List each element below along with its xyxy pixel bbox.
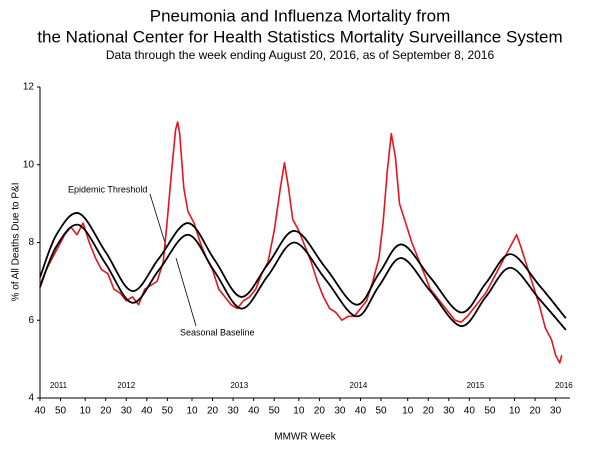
chart-subtitle: Data through the week ending August 20, … [106, 48, 495, 62]
y-tick-label: 12 [23, 82, 35, 93]
x-tick-label: 50 [55, 406, 67, 417]
year-label: 2012 [117, 381, 135, 390]
x-tick-label: 20 [207, 406, 219, 417]
y-tick-label: 4 [28, 393, 34, 404]
year-label: 2013 [230, 381, 248, 390]
x-tick-label: 30 [121, 406, 133, 417]
y-tick-label: 10 [23, 159, 35, 170]
x-tick-label: 40 [355, 406, 367, 417]
x-tick-label: 10 [509, 406, 521, 417]
x-tick-label: 30 [228, 406, 240, 417]
x-tick-label: 20 [100, 406, 112, 417]
x-tick-label: 10 [186, 406, 198, 417]
series-line [39, 212, 567, 319]
y-tick-label: 8 [28, 237, 34, 248]
annotation: Epidemic Threshold [68, 184, 147, 194]
x-tick-label: 40 [34, 406, 46, 417]
year-label: 2014 [350, 381, 368, 390]
year-label: 2011 [50, 381, 68, 390]
x-tick-label: 30 [550, 406, 562, 417]
annotation-arrow [175, 257, 197, 327]
x-tick-label: 20 [423, 406, 435, 417]
x-tick-label: 20 [530, 406, 542, 417]
x-tick-label: 10 [293, 406, 305, 417]
x-tick-label: 50 [484, 406, 496, 417]
series-line [39, 121, 563, 364]
x-tick-label: 40 [464, 406, 476, 417]
y-axis-label: % of All Deaths Due to P&I [11, 183, 22, 302]
x-tick-label: 10 [402, 406, 414, 417]
annotation-arrow [149, 193, 167, 247]
chart-title: Pneumonia and Influenza Mortality from [150, 6, 451, 25]
x-tick-label: 50 [375, 406, 387, 417]
x-axis-label: MMWR Week [274, 432, 336, 443]
year-label: 2015 [467, 381, 485, 390]
chart-title: the National Center for Health Statistic… [37, 27, 562, 46]
x-tick-label: 40 [248, 406, 260, 417]
x-tick-label: 20 [314, 406, 326, 417]
x-tick-label: 40 [141, 406, 153, 417]
year-label: 2016 [555, 381, 573, 390]
x-tick-label: 50 [162, 406, 174, 417]
y-tick-label: 6 [28, 315, 34, 326]
series-line [39, 223, 567, 331]
x-tick-label: 30 [443, 406, 455, 417]
x-tick-label: 30 [334, 406, 346, 417]
x-tick-label: 50 [269, 406, 281, 417]
x-tick-label: 10 [80, 406, 92, 417]
annotation: Seasonal Baseline [180, 327, 255, 337]
